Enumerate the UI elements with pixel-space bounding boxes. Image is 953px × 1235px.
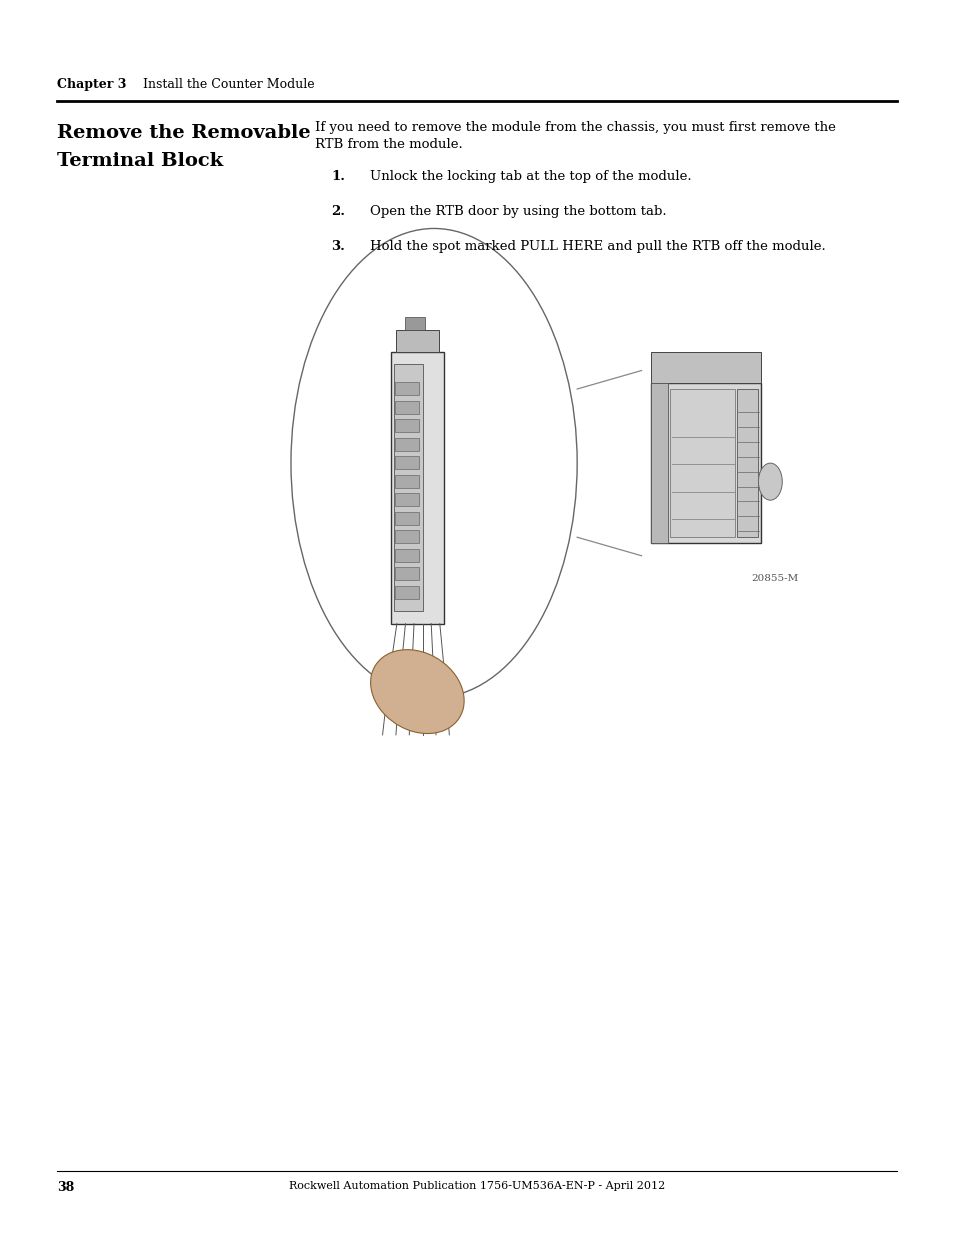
Text: Hold the spot marked PULL HERE and pull the RTB off the module.: Hold the spot marked PULL HERE and pull … (370, 240, 825, 253)
Ellipse shape (370, 650, 464, 734)
Bar (650, 352, 760, 383)
Text: 1.: 1. (331, 170, 345, 184)
Text: 2.: 2. (331, 205, 345, 219)
Bar (650, 383, 667, 543)
Bar (391, 352, 443, 624)
Bar (669, 389, 734, 537)
Bar (394, 364, 422, 611)
Bar (395, 330, 438, 352)
Text: Remove the Removable: Remove the Removable (57, 124, 311, 142)
Ellipse shape (758, 463, 781, 500)
Bar (395, 548, 418, 562)
Bar (395, 457, 418, 469)
Bar (395, 475, 418, 488)
Text: RTB from the module.: RTB from the module. (314, 138, 462, 152)
Text: 20855-M: 20855-M (750, 574, 798, 583)
Bar (395, 568, 418, 580)
Bar (395, 494, 418, 506)
Bar (650, 383, 760, 543)
Bar (405, 317, 424, 330)
Text: Chapter 3: Chapter 3 (57, 78, 127, 91)
Text: Install the Counter Module: Install the Counter Module (143, 78, 314, 91)
Text: Open the RTB door by using the bottom tab.: Open the RTB door by using the bottom ta… (370, 205, 666, 219)
Bar (395, 587, 418, 599)
Bar (736, 389, 757, 537)
Text: 3.: 3. (331, 240, 345, 253)
Text: 38: 38 (57, 1181, 74, 1194)
Bar (395, 513, 418, 525)
Bar (395, 420, 418, 432)
Text: Terminal Block: Terminal Block (57, 152, 223, 170)
Text: Unlock the locking tab at the top of the module.: Unlock the locking tab at the top of the… (370, 170, 691, 184)
Text: Rockwell Automation Publication 1756-UM536A-EN-P - April 2012: Rockwell Automation Publication 1756-UM5… (289, 1181, 664, 1191)
Text: If you need to remove the module from the chassis, you must first remove the: If you need to remove the module from th… (314, 121, 835, 135)
Bar (395, 438, 418, 451)
Bar (395, 531, 418, 543)
Bar (395, 383, 418, 395)
Bar (395, 400, 418, 414)
